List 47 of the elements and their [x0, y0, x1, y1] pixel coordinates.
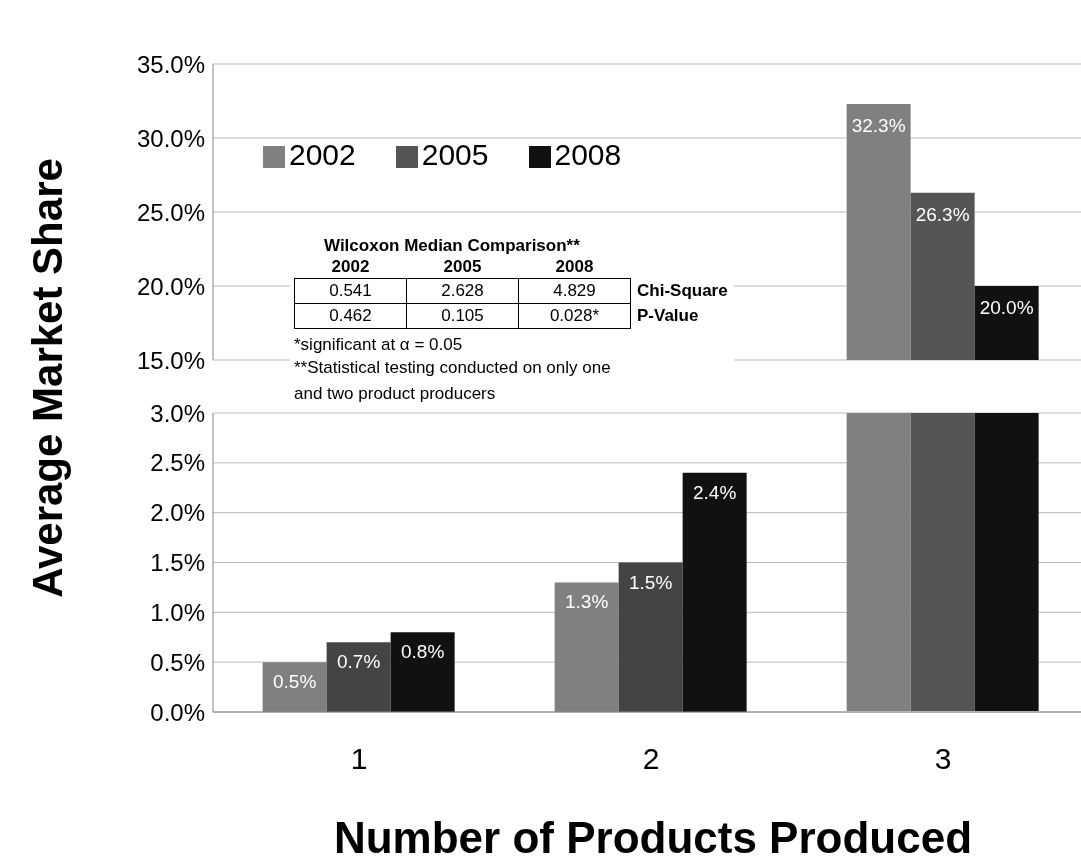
data-label: 0.8%	[400, 641, 445, 663]
x-tick-label: 3	[934, 742, 952, 776]
annotation: 0.105	[406, 303, 519, 329]
y-tick-label: 15.0%	[136, 346, 205, 374]
annotation: 2008	[554, 256, 595, 278]
legend-label: 2008	[554, 138, 622, 171]
y-axis-title: Average Market Share	[24, 158, 72, 598]
annotation: 4.829	[518, 278, 631, 304]
bar	[618, 562, 683, 712]
x-axis-title: Number of Products Produced	[333, 813, 973, 857]
bar	[326, 642, 391, 712]
annotation: 2005	[442, 256, 483, 278]
annotation: **Statistical testing conducted on only one and two product producers	[294, 357, 612, 405]
y-tick-label: 25.0%	[136, 198, 205, 226]
legend-label: 2002	[289, 138, 356, 171]
annotation: Chi-Square	[636, 280, 729, 302]
y-tick-label: 2.5%	[150, 449, 205, 477]
annotation: 2002	[330, 256, 371, 278]
annotation: Wilcoxon Median Comparison**	[324, 236, 581, 256]
bar	[682, 472, 747, 712]
y-tick-label: 35.0%	[136, 50, 205, 78]
annotation: 2.628	[406, 278, 519, 304]
y-tick-label: 0.5%	[150, 648, 205, 676]
annotation: 0.028*	[518, 303, 631, 329]
y-tick-label: 20.0%	[136, 272, 205, 300]
annotation: *significant at α = 0.05	[294, 335, 464, 355]
annotation: 0.541	[294, 278, 407, 304]
x-tick-label: 1	[350, 742, 368, 776]
y-tick-label: 3.0%	[150, 399, 205, 427]
annotation: 0.462	[294, 303, 407, 329]
data-label: 2.4%	[692, 481, 737, 503]
y-tick-label: 1.0%	[150, 598, 205, 626]
y-tick-label: 0.0%	[150, 698, 205, 726]
annotation: P-Value	[636, 305, 700, 327]
data-label: 32.3%	[851, 114, 906, 136]
legend-label: 2005	[421, 138, 489, 171]
data-label: 20.0%	[979, 297, 1034, 318]
data-label: 26.3%	[915, 203, 970, 225]
data-label: 1.3%	[564, 591, 609, 613]
data-label: 0.5%	[272, 671, 317, 693]
y-tick-label: 2.0%	[150, 499, 205, 527]
y-tick-label: 30.0%	[136, 124, 205, 152]
y-tick-label: 1.5%	[150, 549, 205, 577]
data-label: 1.5%	[628, 571, 673, 593]
bar	[390, 632, 455, 712]
x-tick-label: 2	[642, 742, 660, 776]
data-label: 0.7%	[336, 651, 381, 673]
